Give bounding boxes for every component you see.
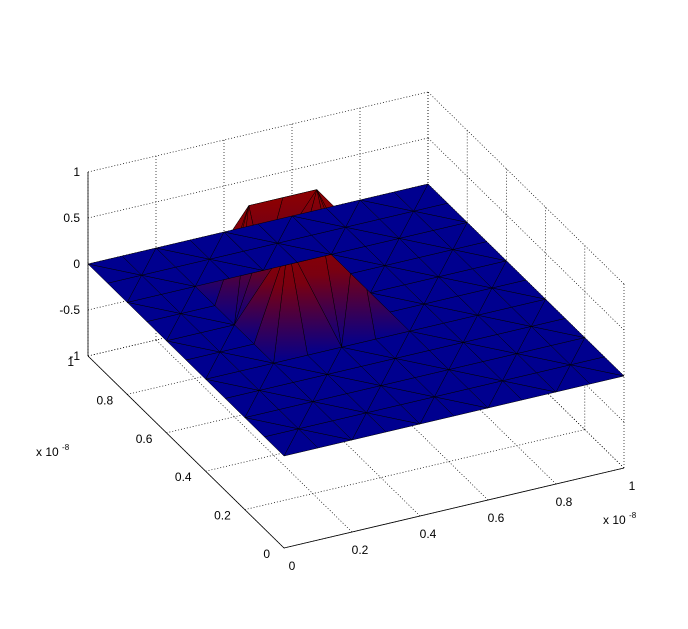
surface-facet	[223, 223, 278, 244]
surface-facet	[291, 207, 346, 228]
surface-facet	[273, 354, 328, 375]
x-tick-label: 0.4	[420, 527, 437, 541]
surface-facet	[244, 417, 299, 438]
y-tick-label: 0.2	[214, 509, 231, 523]
y-axis-line	[87, 355, 285, 549]
y-exponent-label: x 10 -8	[36, 443, 70, 459]
x-exponent-label: x 10 -8	[603, 511, 637, 527]
floor-grid-line-y	[244, 429, 585, 510]
x-tick-label: 0.6	[488, 511, 505, 525]
x-tick-label: 0	[289, 559, 296, 573]
y-tick-label: 0.6	[136, 432, 153, 446]
z-tick-label: -1	[69, 349, 80, 363]
x-tick-label: 0.8	[556, 495, 573, 509]
y-tick-label: 0.8	[97, 393, 114, 407]
z-tick-label: 0.5	[63, 211, 80, 225]
surface-facet	[359, 191, 414, 212]
x-tick-label: 1	[629, 479, 636, 493]
z-tick-label: -0.5	[59, 303, 80, 317]
y-tick-label: 0.4	[175, 470, 192, 484]
y-tick-label: 1	[67, 355, 74, 369]
z-tick-label: 1	[73, 165, 80, 179]
surface-facet	[330, 254, 386, 274]
surface-facet	[87, 255, 142, 276]
z-tick-label: 0	[73, 257, 80, 271]
surface	[87, 183, 625, 457]
surface-facet	[341, 338, 396, 359]
surface-facet	[155, 239, 210, 260]
surface-facet	[126, 302, 182, 322]
floor-grid-line-x	[155, 339, 353, 533]
side-wall-grid-z	[427, 91, 625, 285]
back-wall-grid-z	[87, 91, 429, 173]
x-axis-line	[283, 467, 625, 549]
y-tick-label: 0	[263, 547, 270, 561]
back-wall-grid-z	[87, 137, 429, 219]
side-wall-grid-z	[427, 137, 625, 331]
x-tick-label: 0.2	[352, 543, 369, 557]
